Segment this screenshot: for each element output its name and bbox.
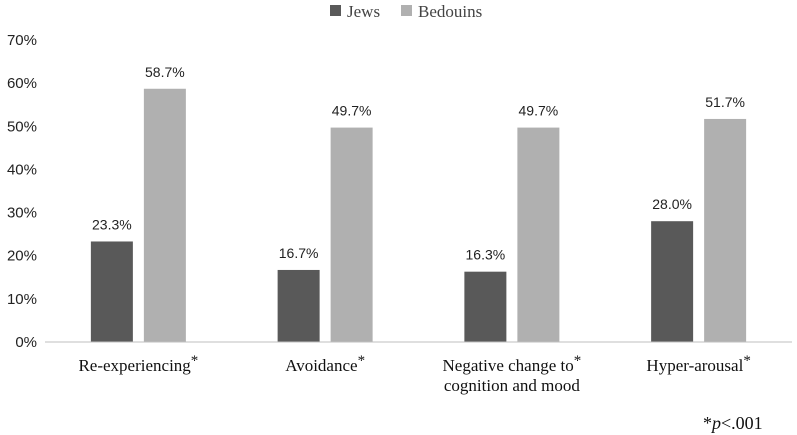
- legend: Jews Bedouins: [330, 2, 482, 21]
- data-label-bedouins-1: 49.7%: [332, 103, 372, 119]
- category-label-0: Re-experiencing*: [78, 353, 198, 375]
- bar-jews-2: [464, 271, 507, 342]
- significance-footnote: *p<.001: [703, 413, 763, 433]
- category-label-2: Negative change to*: [443, 353, 582, 375]
- y-tick-label: 70%: [7, 32, 37, 49]
- y-tick-label: 60%: [7, 75, 37, 92]
- data-label-bedouins-3: 51.7%: [705, 94, 745, 110]
- data-label-jews-3: 28.0%: [652, 196, 692, 212]
- y-tick-label: 10%: [7, 291, 37, 308]
- legend-label-jews: Jews: [347, 2, 380, 21]
- footnote-p: p: [710, 413, 721, 433]
- category-labels: Re-experiencing* Avoidance* Negative chang…: [78, 353, 750, 395]
- legend-swatch-bedouins: [401, 5, 412, 16]
- category-label-1: Avoidance*: [285, 353, 365, 375]
- data-label-jews-0: 23.3%: [92, 216, 132, 232]
- footnote-threshold: <.001: [721, 413, 763, 433]
- bars: [90, 88, 747, 342]
- data-label-jews-1: 16.7%: [279, 245, 319, 261]
- data-labels: 23.3% 58.7% 16.7% 49.7% 16.3% 49.7% 28.0% 51.7%: [92, 64, 745, 263]
- y-tick-label: 30%: [7, 205, 37, 222]
- bar-jews-0: [90, 241, 133, 342]
- data-label-bedouins-0: 58.7%: [145, 64, 185, 80]
- y-axis-ticks: 0% 10% 20% 30% 40% 50% 60% 70%: [7, 32, 37, 351]
- legend-label-bedouins: Bedouins: [418, 2, 482, 21]
- bar-bedouins-0: [143, 88, 186, 342]
- y-tick-label: 40%: [7, 161, 37, 178]
- bar-jews-3: [651, 221, 694, 342]
- category-label-2-line2: cognition and mood: [444, 376, 580, 395]
- category-label-3: Hyper-arousal*: [646, 353, 750, 375]
- bar-bedouins-3: [704, 118, 747, 342]
- legend-swatch-jews: [330, 5, 341, 16]
- bar-jews-1: [277, 269, 320, 342]
- bar-bedouins-2: [517, 127, 560, 342]
- y-tick-label: 0%: [15, 334, 37, 351]
- data-label-bedouins-2: 49.7%: [519, 103, 559, 119]
- bar-bedouins-1: [330, 127, 373, 342]
- footnote-mark: *: [703, 413, 712, 433]
- y-tick-label: 20%: [7, 248, 37, 265]
- y-tick-label: 50%: [7, 118, 37, 135]
- data-label-jews-2: 16.3%: [466, 247, 506, 263]
